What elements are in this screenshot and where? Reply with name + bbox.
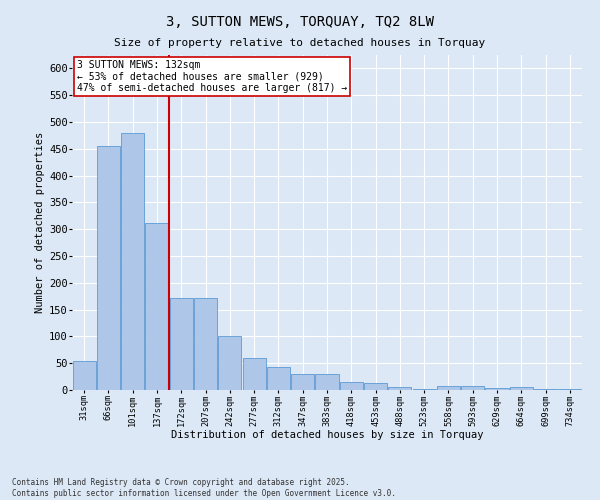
Bar (73, 360, 95, 390)
Bar (413, 389, 436, 390)
Bar (97, 146, 120, 390)
Bar (340, 382, 363, 390)
Bar (437, 386, 460, 390)
Bar (242, 358, 266, 390)
Bar (145, 223, 169, 390)
Text: 3 SUTTON MEWS: 132sqm
← 53% of detached houses are smaller (929)
47% of semi-det: 3 SUTTON MEWS: 132sqm ← 53% of detached … (77, 60, 347, 93)
Bar (461, 386, 484, 390)
X-axis label: Distribution of detached houses by size in Torquay: Distribution of detached houses by size … (171, 430, 483, 440)
Bar (121, 132, 144, 390)
Bar (510, 388, 533, 390)
Bar (267, 368, 290, 390)
Bar (364, 383, 387, 390)
Bar (388, 387, 412, 390)
Bar (170, 298, 193, 390)
Bar (218, 336, 241, 390)
Bar (291, 374, 314, 390)
Bar (316, 374, 338, 390)
Y-axis label: Number of detached properties: Number of detached properties (35, 132, 45, 313)
Text: 3, SUTTON MEWS, TORQUAY, TQ2 8LW: 3, SUTTON MEWS, TORQUAY, TQ2 8LW (166, 15, 434, 29)
Text: Contains HM Land Registry data © Crown copyright and database right 2025.
Contai: Contains HM Land Registry data © Crown c… (12, 478, 396, 498)
Text: Size of property relative to detached houses in Torquay: Size of property relative to detached ho… (115, 38, 485, 48)
Bar (485, 388, 509, 390)
Bar (194, 298, 217, 390)
